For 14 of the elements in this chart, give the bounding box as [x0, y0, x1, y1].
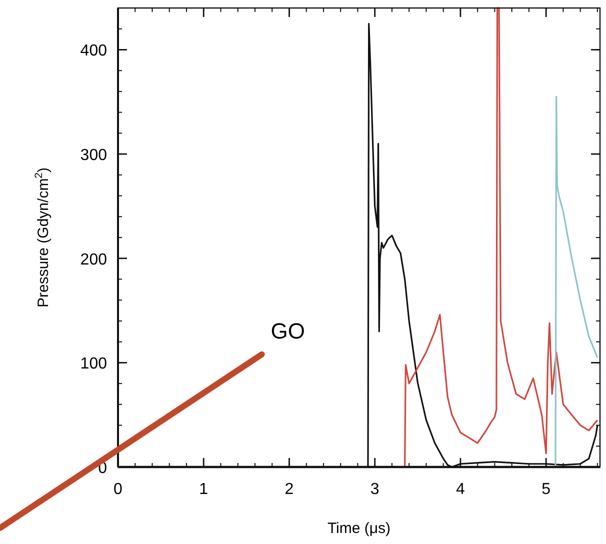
y-tick-label: 400	[80, 42, 108, 60]
x-tick-label: 1	[199, 481, 208, 498]
x-tick-label: 4	[456, 481, 465, 498]
x-axis-title: Time (μs)	[327, 520, 391, 537]
x-tick-label: 2	[284, 481, 294, 498]
y-tick-label: 100	[80, 356, 108, 373]
annotation: GO	[270, 318, 305, 344]
x-tick-label: 3	[370, 481, 380, 498]
y-tick-label: 300	[80, 147, 108, 164]
line-series	[554, 96, 598, 468]
x-tick-label: 0	[114, 481, 123, 498]
line-series	[404, 7, 598, 468]
x-tick-label: 5	[542, 481, 551, 498]
y-tick-label: 200	[80, 251, 108, 268]
